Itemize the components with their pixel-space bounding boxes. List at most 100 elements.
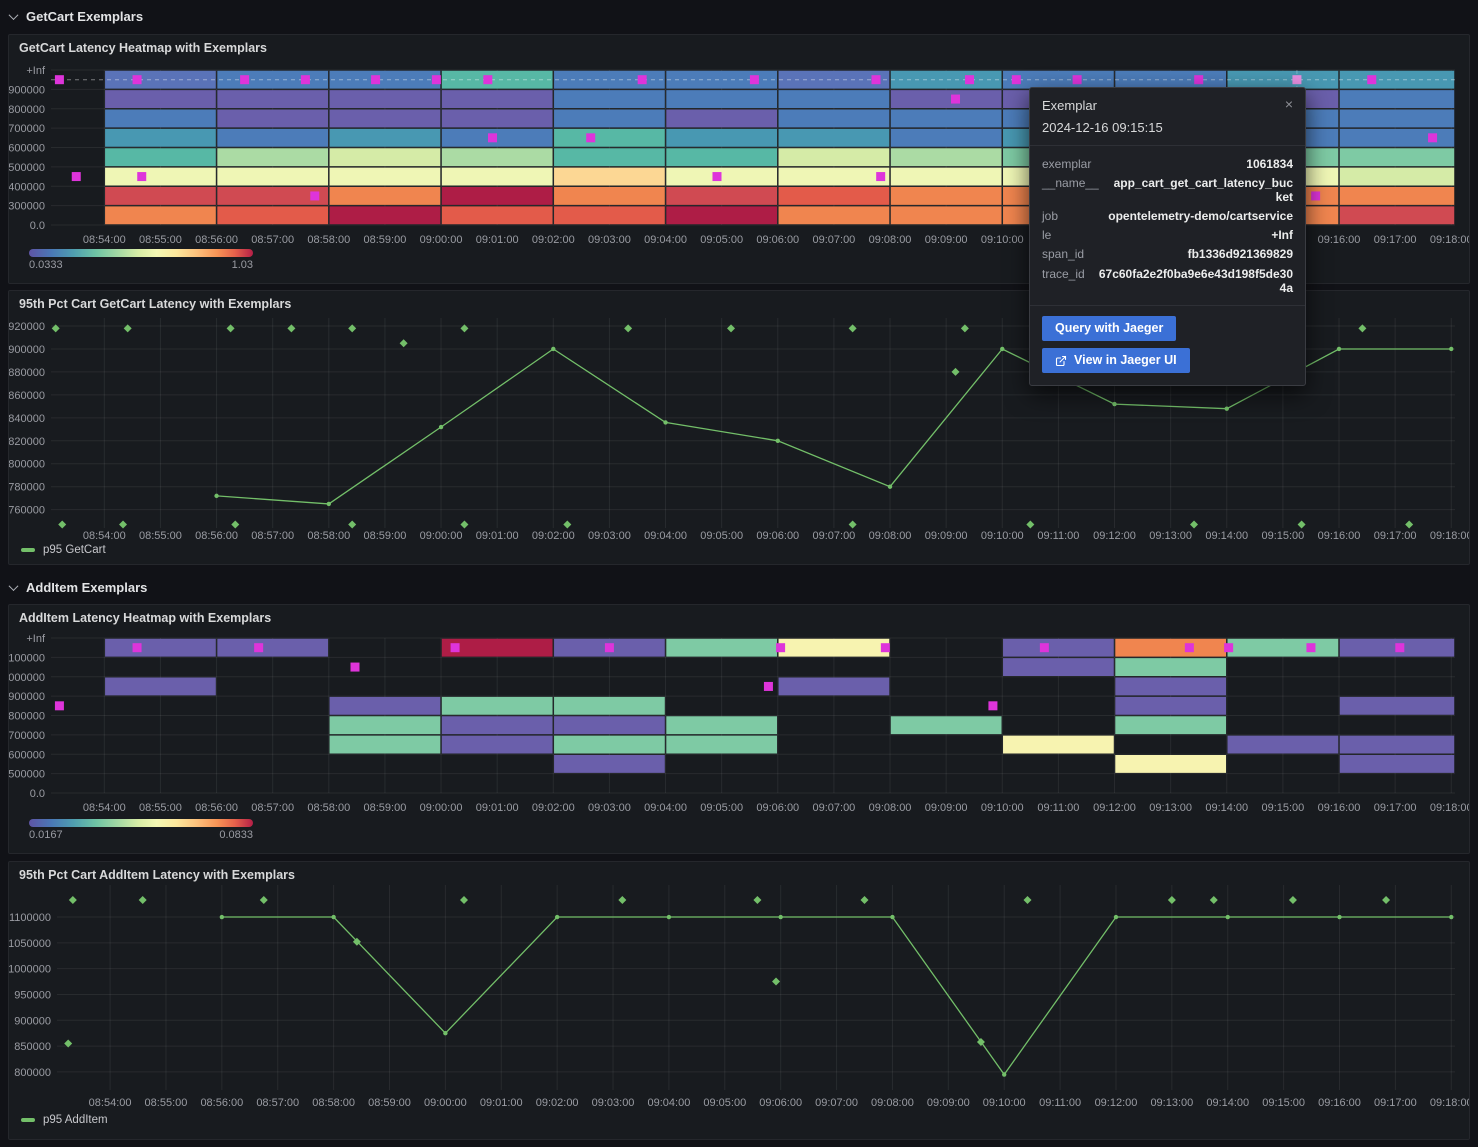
exemplar-marker[interactable]	[988, 701, 998, 711]
heatmap-cell[interactable]	[1003, 70, 1114, 89]
exemplar-diamond[interactable]	[352, 937, 361, 946]
heatmap-cell[interactable]	[554, 755, 665, 773]
heatmap-cell[interactable]	[890, 187, 1002, 205]
heatmap-cell[interactable]	[554, 735, 665, 754]
data-point[interactable]	[663, 420, 668, 425]
exemplar-marker[interactable]	[880, 643, 890, 653]
exemplar-diamond[interactable]	[1023, 895, 1032, 904]
exemplar-diamond[interactable]	[860, 895, 869, 904]
data-point[interactable]	[666, 914, 672, 920]
heatmap-cell[interactable]	[666, 206, 778, 225]
data-point[interactable]	[775, 438, 780, 443]
exemplar-diamond[interactable]	[1167, 895, 1176, 904]
heatmap-cell[interactable]	[217, 206, 329, 225]
heatmap-cell[interactable]	[890, 128, 1002, 147]
exemplar-diamond[interactable]	[976, 1037, 985, 1046]
exemplar-marker[interactable]	[132, 643, 142, 653]
heatmap-cell[interactable]	[666, 638, 778, 657]
heatmap-cell[interactable]	[105, 677, 216, 696]
exemplar-marker[interactable]	[310, 191, 320, 201]
heatmap-cell[interactable]	[1115, 677, 1227, 696]
heatmap-cell[interactable]	[554, 696, 665, 715]
heatmap-cell[interactable]	[217, 167, 329, 186]
heatmap-cell[interactable]	[666, 109, 778, 128]
exemplar-marker-highlighted[interactable]	[1292, 75, 1302, 85]
data-point[interactable]	[1000, 346, 1005, 352]
heatmap-cell[interactable]	[666, 128, 778, 147]
heatmap-cell[interactable]	[778, 187, 890, 205]
heatmap-cell[interactable]	[1003, 658, 1114, 676]
heatmap-cell[interactable]	[1339, 735, 1455, 754]
heatmap-cell[interactable]	[1339, 109, 1455, 128]
exemplar-diamond[interactable]	[226, 324, 235, 333]
heatmap-cell[interactable]	[1115, 716, 1227, 735]
heatmap-cell[interactable]	[1227, 70, 1339, 89]
heatmap-cell[interactable]	[105, 206, 216, 225]
heatmap-cell[interactable]	[441, 638, 553, 657]
heatmap-cell[interactable]	[217, 90, 329, 108]
heatmap-cell[interactable]	[1115, 658, 1227, 676]
row-header-getcart-exemplars[interactable]: GetCart Exemplars	[8, 6, 143, 26]
heatmap-cell[interactable]	[329, 70, 441, 89]
heatmap-cell[interactable]	[890, 716, 1002, 735]
exemplar-diamond[interactable]	[231, 520, 240, 529]
close-icon[interactable]: ×	[1284, 96, 1293, 112]
exemplar-diamond[interactable]	[1026, 520, 1035, 529]
data-point[interactable]	[778, 914, 783, 920]
exemplar-diamond[interactable]	[138, 895, 147, 904]
exemplar-marker[interactable]	[54, 75, 64, 85]
heatmap-cell[interactable]	[217, 70, 329, 89]
exemplar-marker[interactable]	[1224, 643, 1234, 653]
exemplar-diamond[interactable]	[772, 977, 781, 986]
query-with-jaeger-button[interactable]: Query with Jaeger	[1042, 316, 1177, 342]
exemplar-diamond[interactable]	[123, 324, 132, 333]
heatmap-cell[interactable]	[217, 638, 329, 657]
heatmap-cell[interactable]	[666, 735, 778, 754]
exemplar-marker[interactable]	[1367, 75, 1377, 85]
exemplar-marker[interactable]	[776, 643, 786, 653]
exemplar-marker[interactable]	[254, 643, 264, 653]
exemplar-marker[interactable]	[951, 94, 961, 104]
data-point[interactable]	[551, 346, 556, 352]
heatmap-cell[interactable]	[554, 109, 665, 128]
heatmap-cell[interactable]	[441, 716, 553, 735]
panel-title[interactable]: 95th Pct Cart GetCart Latency with Exemp…	[19, 297, 292, 311]
heatmap-cell[interactable]	[1115, 755, 1227, 773]
heatmap-cell[interactable]	[329, 206, 441, 225]
exemplar-marker[interactable]	[487, 133, 497, 143]
panel-title[interactable]: 95th Pct Cart AddItem Latency with Exemp…	[19, 868, 296, 882]
heatmap-cell[interactable]	[778, 109, 890, 128]
heatmap-cell[interactable]	[329, 90, 441, 108]
exemplar-marker[interactable]	[763, 681, 773, 691]
heatmap-cell[interactable]	[554, 206, 665, 225]
heatmap-cell[interactable]	[329, 735, 441, 754]
heatmap-cell[interactable]	[778, 677, 890, 696]
data-point[interactable]	[1002, 1072, 1007, 1077]
heatmap-cell[interactable]	[666, 167, 778, 186]
heatmap-cell[interactable]	[554, 148, 665, 167]
exemplar-marker[interactable]	[71, 172, 81, 182]
heatmap-cell[interactable]	[1339, 755, 1455, 773]
data-point[interactable]	[887, 484, 893, 489]
exemplar-marker[interactable]	[1194, 75, 1204, 85]
data-point[interactable]	[1337, 914, 1342, 920]
exemplar-diamond[interactable]	[399, 339, 408, 348]
data-point[interactable]	[214, 493, 219, 499]
heatmap-cell[interactable]	[441, 735, 553, 754]
exemplar-marker[interactable]	[1306, 643, 1316, 653]
heatmap-cell[interactable]	[554, 187, 665, 205]
data-point[interactable]	[554, 914, 560, 920]
heatmap-cell[interactable]	[441, 167, 553, 186]
heatmap-cell[interactable]	[890, 90, 1002, 108]
heatmap-cell[interactable]	[441, 187, 553, 205]
exemplar-diamond[interactable]	[348, 520, 357, 529]
heatmap-cell[interactable]	[554, 716, 665, 735]
data-point[interactable]	[438, 424, 444, 430]
heatmap-cell[interactable]	[554, 70, 665, 89]
heatmap-cell[interactable]	[329, 109, 441, 128]
heatmap-cell[interactable]	[666, 70, 778, 89]
heatmap-cell[interactable]	[441, 109, 553, 128]
heatmap-cell[interactable]	[1339, 206, 1455, 225]
heatmap-cell[interactable]	[441, 70, 553, 89]
legend-item-p95-additem[interactable]: p95 AddItem	[21, 1114, 108, 1126]
